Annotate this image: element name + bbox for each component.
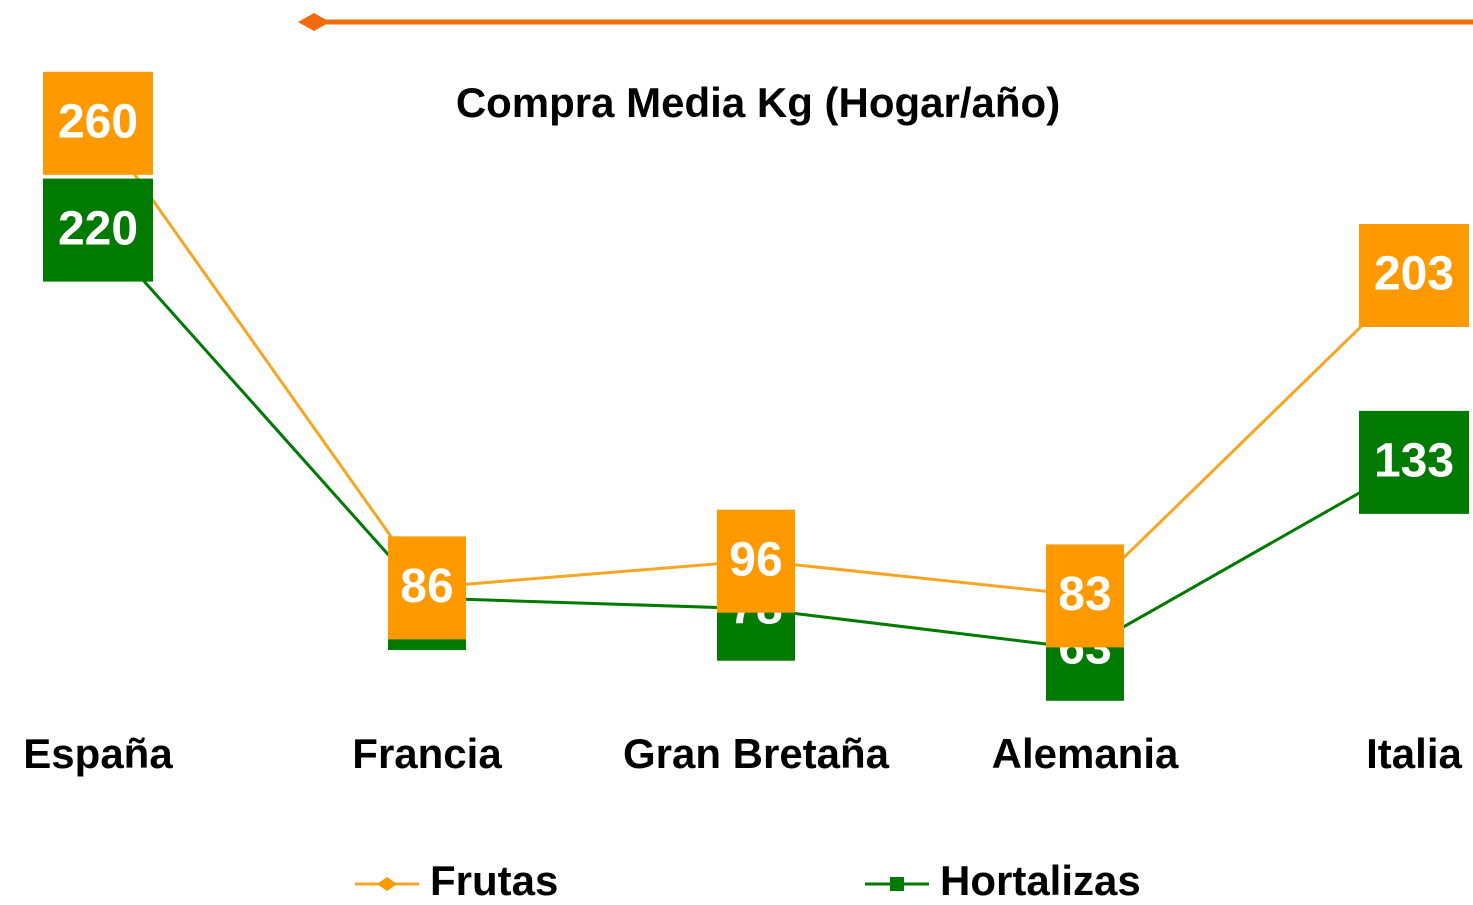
data-label-box bbox=[1046, 544, 1124, 648]
data-label-box bbox=[43, 71, 153, 175]
data-label: 133 bbox=[1374, 435, 1454, 488]
legend-marker bbox=[890, 877, 904, 891]
data-label-box bbox=[717, 509, 795, 613]
x-tick-label: Alemania bbox=[992, 730, 1179, 777]
data-label: 96 bbox=[729, 533, 782, 586]
data-label: 203 bbox=[1374, 248, 1454, 301]
chart-title: Compra Media Kg (Hogar/año) bbox=[456, 79, 1060, 126]
x-tick-label: Gran Bretaña bbox=[623, 730, 890, 777]
data-label-box bbox=[43, 178, 153, 282]
data-label-box bbox=[1359, 410, 1469, 514]
data-label-box bbox=[388, 536, 466, 640]
legend-marker bbox=[377, 877, 397, 891]
legend-label: Hortalizas bbox=[940, 857, 1141, 904]
data-label-box bbox=[1359, 223, 1469, 327]
legend-label: Frutas bbox=[430, 857, 558, 904]
header-diamond bbox=[298, 13, 330, 31]
data-label: 86 bbox=[400, 560, 453, 613]
x-tick-label: Italia bbox=[1366, 730, 1462, 777]
x-tick-label: España bbox=[23, 730, 173, 777]
x-tick-label: Francia bbox=[352, 730, 502, 777]
data-label: 83 bbox=[1058, 568, 1111, 621]
data-label: 260 bbox=[58, 95, 138, 148]
data-label: 220 bbox=[58, 202, 138, 255]
